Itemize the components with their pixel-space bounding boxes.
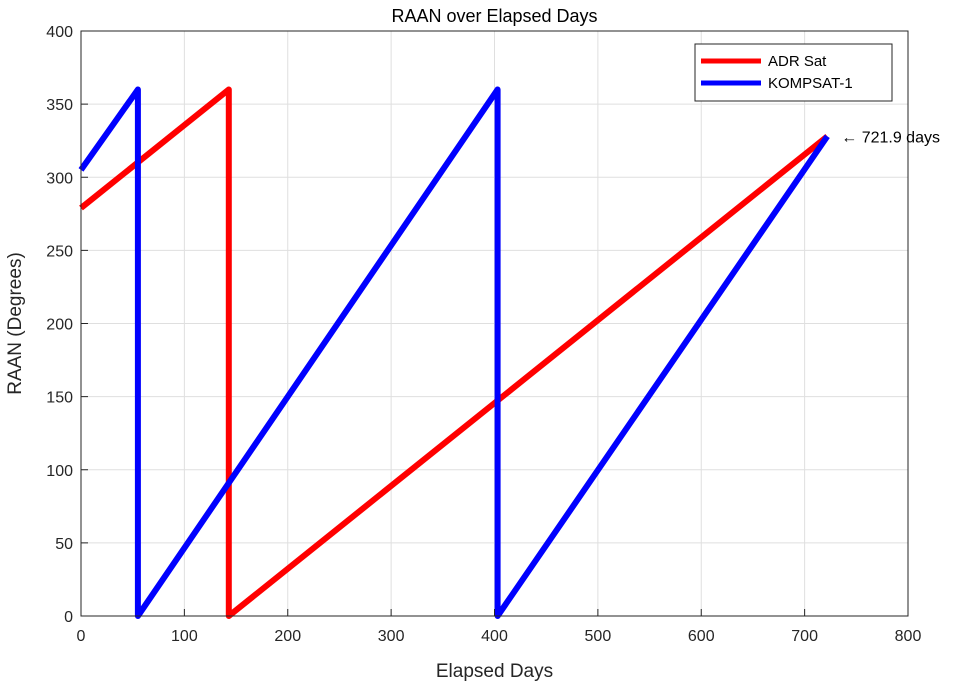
x-tick-label: 0 bbox=[77, 628, 86, 645]
end-annotation: ← 721.9 days bbox=[841, 129, 940, 146]
series-line-kompsat-1 bbox=[78, 86, 830, 619]
legend-box bbox=[694, 43, 893, 102]
y-tick-label: 250 bbox=[46, 243, 73, 260]
y-tick-label: 150 bbox=[46, 390, 73, 407]
x-tick-label: 600 bbox=[688, 628, 715, 645]
legend-label-kompsat-1: KOMPSAT-1 bbox=[768, 75, 853, 92]
legend: ADR Sat KOMPSAT-1 bbox=[694, 43, 893, 102]
y-axis: 0 50 100 150 200 250 300 350 400 bbox=[46, 24, 88, 626]
y-tick-label: 100 bbox=[46, 463, 73, 480]
x-axis: 0 100 200 300 400 500 600 700 800 bbox=[77, 609, 922, 645]
x-tick-label: 100 bbox=[171, 628, 198, 645]
series-layer bbox=[78, 86, 830, 619]
x-tick-label: 500 bbox=[585, 628, 612, 645]
y-tick-label: 200 bbox=[46, 317, 73, 334]
chart-title: RAAN over Elapsed Days bbox=[391, 6, 597, 26]
y-tick-label: 50 bbox=[55, 536, 73, 553]
x-axis-title: Elapsed Days bbox=[436, 661, 553, 682]
x-tick-label: 700 bbox=[791, 628, 818, 645]
y-axis-title: RAAN (Degrees) bbox=[5, 252, 26, 395]
legend-label-adr-sat: ADR Sat bbox=[768, 53, 827, 70]
x-tick-label: 200 bbox=[274, 628, 301, 645]
y-tick-label: 350 bbox=[46, 97, 73, 114]
y-tick-label: 400 bbox=[46, 24, 73, 41]
y-tick-label: 0 bbox=[64, 609, 73, 626]
series-line-adr-sat bbox=[79, 86, 830, 619]
x-tick-label: 400 bbox=[481, 628, 508, 645]
x-tick-label: 300 bbox=[378, 628, 405, 645]
x-tick-label: 800 bbox=[895, 628, 922, 645]
y-tick-label: 300 bbox=[46, 170, 73, 187]
